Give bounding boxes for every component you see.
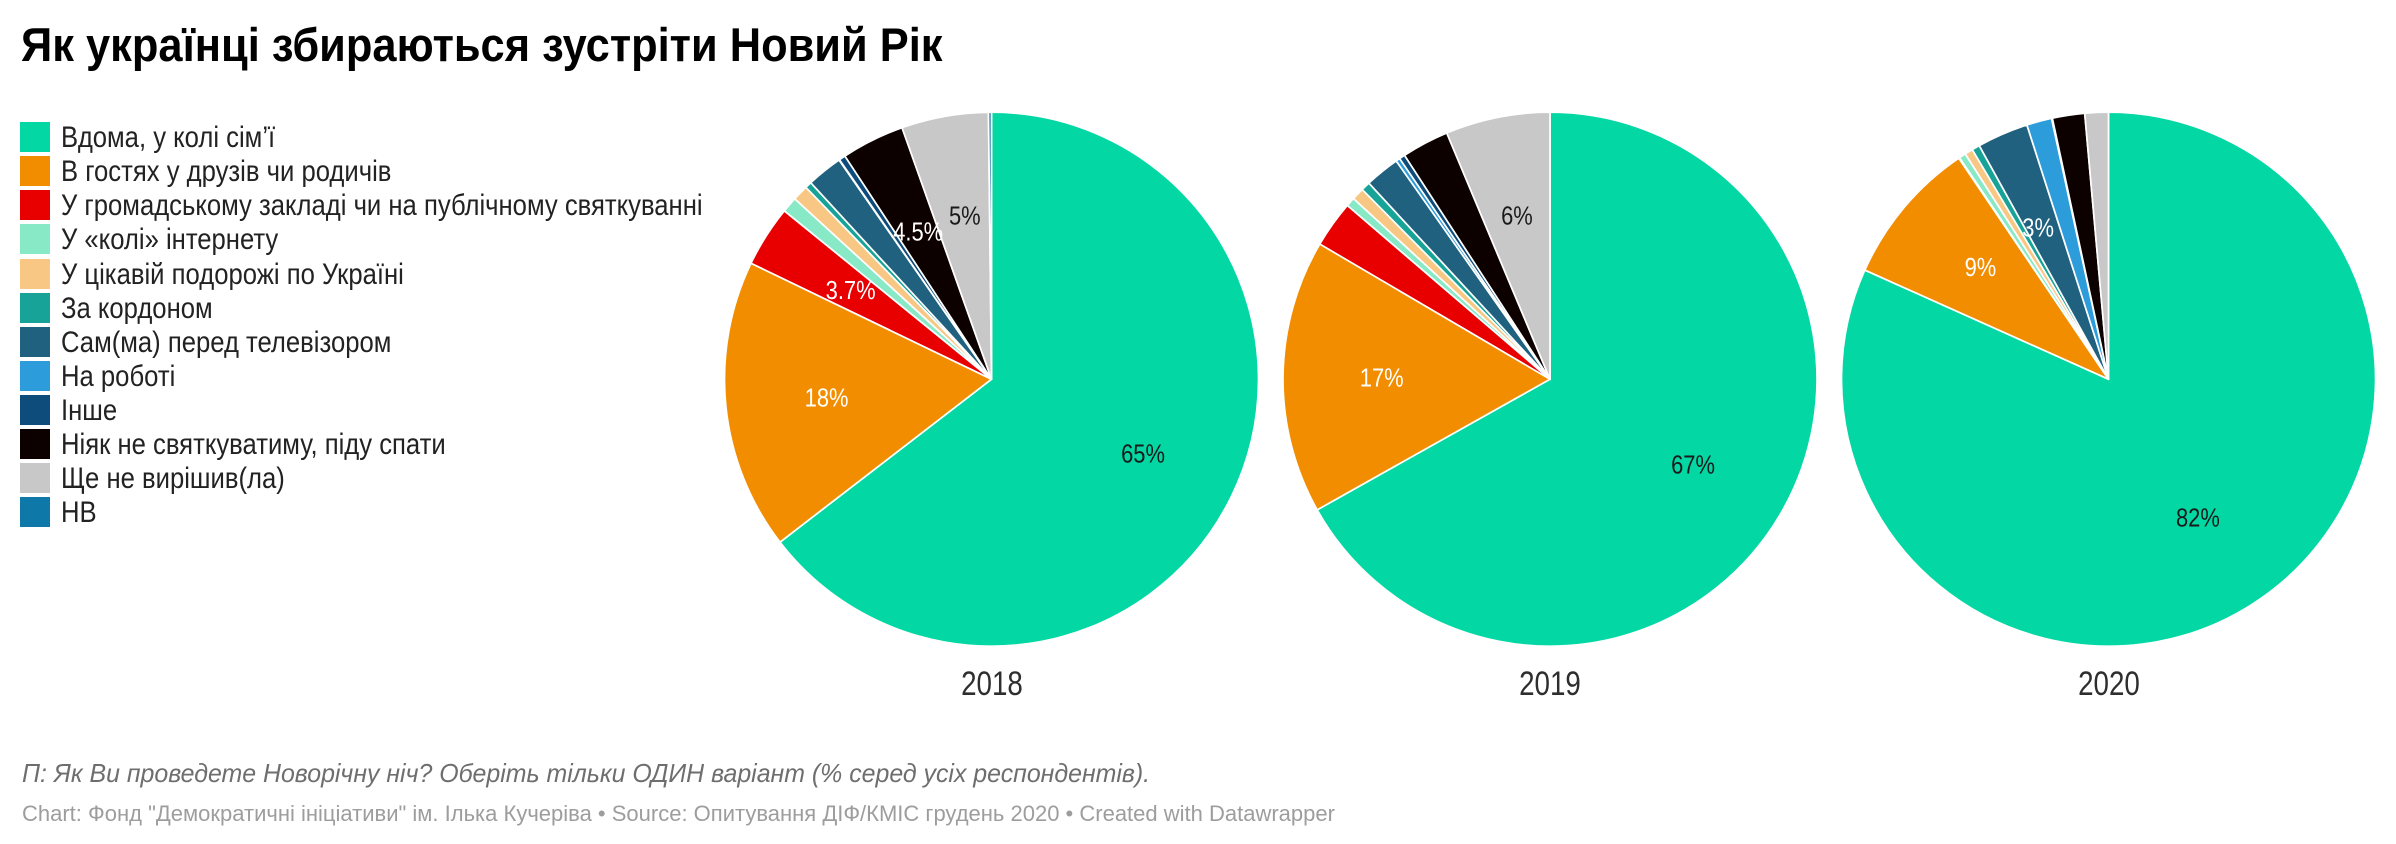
svg-text:9%: 9% (1965, 253, 1997, 282)
svg-text:4.5%: 4.5% (893, 218, 943, 247)
svg-text:18%: 18% (805, 384, 849, 413)
svg-text:3.7%: 3.7% (826, 276, 876, 305)
svg-text:82%: 82% (2176, 504, 2220, 533)
svg-text:67%: 67% (1671, 451, 1715, 480)
svg-text:17%: 17% (1360, 364, 1404, 393)
svg-text:5%: 5% (949, 202, 981, 231)
svg-text:65%: 65% (1121, 440, 1165, 469)
svg-text:3%: 3% (2022, 214, 2054, 243)
svg-text:6%: 6% (1501, 202, 1533, 231)
